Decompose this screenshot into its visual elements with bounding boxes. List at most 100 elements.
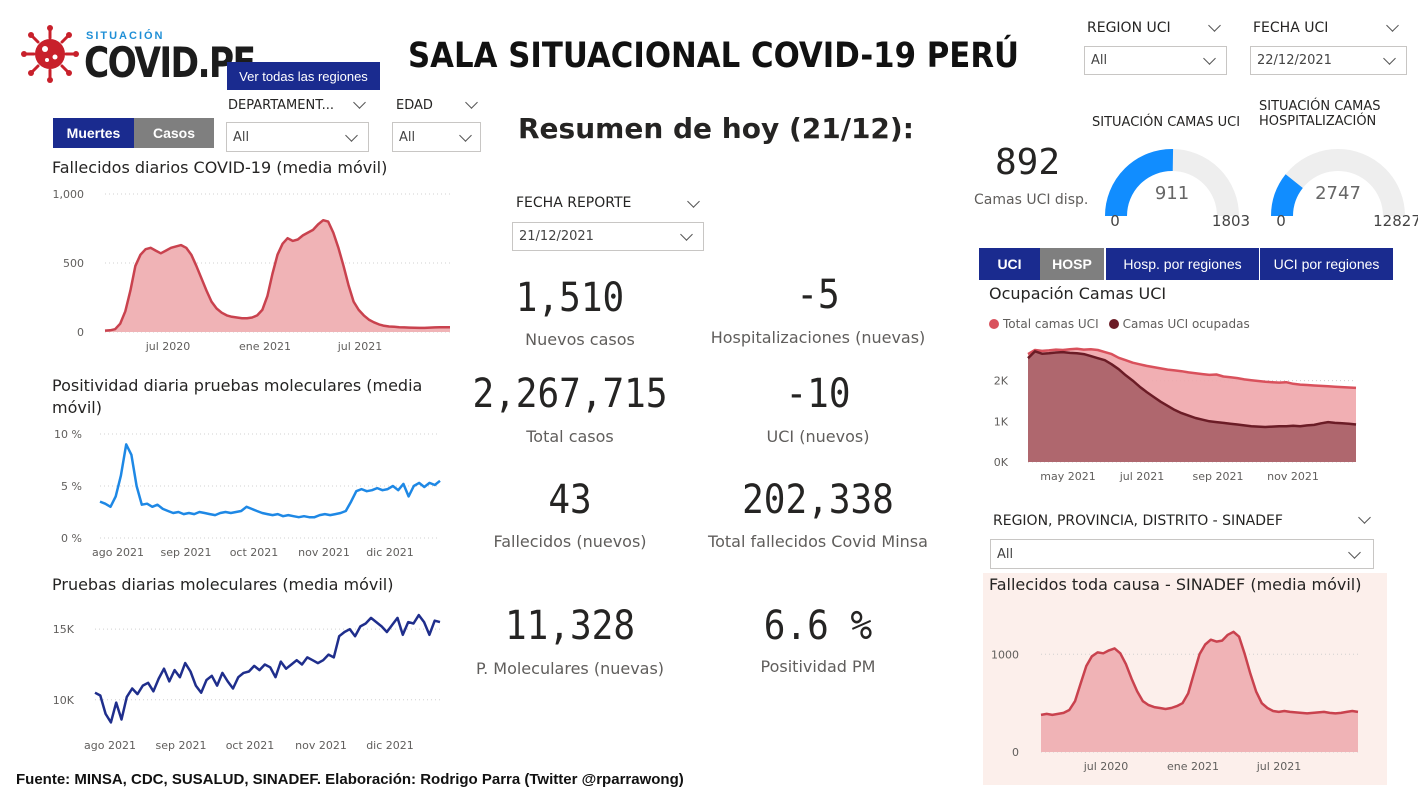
series-area — [1041, 631, 1358, 752]
uci-toggle-button[interactable]: UCI — [979, 248, 1040, 280]
tests-line-chart: 15K 10K ago 2021 sep 2021 oct 2021 nov 2021 di… — [53, 613, 441, 752]
y-tick-label: 0K — [994, 456, 1009, 469]
kpi-label-total-fallecidos: Total fallecidos Covid Minsa — [708, 532, 928, 551]
y-tick-label: 5 % — [61, 480, 82, 493]
x-tick-label: jul 2020 — [1083, 760, 1129, 773]
fecha-reporte-filter-label: FECHA REPORTE — [516, 195, 632, 211]
kpi-value-hospitalizaciones: -5 — [796, 272, 840, 318]
legend-label-total: Total camas UCI — [1003, 317, 1099, 331]
x-tick-label: dic 2021 — [366, 739, 414, 752]
page-title: SALA SITUACIONAL COVID-19 PERÚ — [408, 36, 1020, 76]
departamento-filter-value: All — [233, 129, 250, 145]
gauge-max: 1803 — [1212, 212, 1250, 230]
fecha-reporte-filter-value: 21/12/2021 — [519, 229, 594, 244]
x-tick-label: nov 2021 — [298, 546, 350, 559]
edad-filter-select[interactable]: All — [392, 122, 481, 152]
sinadef-area-chart: 1000 0 jul 2020 ene 2021 jul 2021 — [991, 630, 1359, 773]
x-tick-label: oct 2021 — [226, 739, 275, 752]
x-tick-label: sep 2021 — [156, 739, 207, 752]
logo-subtitle: SITUACIÓN — [86, 30, 165, 42]
series-line — [1040, 630, 1359, 717]
chevron-down-icon[interactable] — [353, 96, 366, 109]
gauge-fill — [1105, 148, 1174, 217]
kpi-label-positividad: Positividad PM — [760, 657, 876, 676]
series-line — [104, 218, 451, 332]
departamento-filter-select[interactable]: All — [226, 122, 369, 152]
hosp-por-regiones-button[interactable]: Hosp. por regiones — [1106, 248, 1259, 280]
x-tick-label: nov 2021 — [1267, 470, 1319, 483]
chevron-down-icon — [459, 129, 472, 142]
gauge-value: 911 — [1155, 183, 1189, 204]
x-tick-label: jul 2020 — [145, 340, 191, 353]
sinadef-filter-value: All — [997, 546, 1014, 562]
kpi-value-moleculares: 11,328 — [504, 603, 636, 649]
deaths-area-chart: 1,000 500 0 jul 2020 ene 2021 jul 2021 — [53, 188, 451, 353]
y-tick-label: 1,000 — [53, 188, 85, 201]
legend-dot-occupied — [1108, 319, 1119, 329]
region-uci-filter-select[interactable]: All — [1084, 46, 1227, 75]
uci-beds-gauge: 911 0 1803 — [1105, 148, 1250, 230]
x-tick-label: ene 2021 — [239, 340, 291, 353]
uci-occupancy-chart-title: Ocupación Camas UCI — [989, 284, 1167, 303]
chevron-down-icon — [345, 129, 358, 142]
uci-gauge-title: SITUACIÓN CAMAS UCI — [1092, 115, 1241, 130]
gauge-max: 12827 — [1373, 212, 1418, 230]
edad-filter-label: EDAD — [396, 98, 433, 113]
chevron-down-icon — [1383, 52, 1396, 65]
kpi-value-positividad: 6.6 % — [763, 603, 873, 649]
x-tick-label: ene 2021 — [1167, 760, 1219, 773]
positivity-chart-title: Positividad diaria pruebas moleculares (… — [52, 376, 423, 417]
kpi-value-uci: -10 — [785, 371, 851, 417]
y-tick-label: 10 % — [54, 428, 82, 441]
fecha-reporte-filter-select[interactable]: 21/12/2021 — [512, 222, 704, 251]
hosp-gauge-title: SITUACIÓN CAMAS HOSPITALIZACIÓN — [1259, 99, 1381, 129]
series-area — [1028, 351, 1356, 462]
uci-occupancy-legend: Total camas UCI Camas UCI ocupadas — [989, 317, 1250, 331]
series-line — [1027, 347, 1357, 390]
kpi-label-fallecidos: Fallecidos (nuevos) — [493, 532, 647, 551]
y-tick-label: 0 — [1012, 746, 1019, 759]
chevron-down-icon[interactable] — [465, 96, 478, 109]
muertes-toggle-button[interactable]: Muertes — [53, 118, 134, 148]
x-tick-label: jul 2021 — [1119, 470, 1165, 483]
kpi-label-hospitalizaciones: Hospitalizaciones (nuevas) — [710, 328, 926, 347]
x-tick-label: ago 2021 — [84, 739, 136, 752]
chevron-down-icon — [1348, 546, 1361, 559]
casos-toggle-button[interactable]: Casos — [134, 118, 214, 148]
chevron-down-icon[interactable] — [687, 195, 700, 208]
legend-dot-total — [989, 319, 999, 329]
series-line — [99, 443, 441, 519]
y-tick-label: 0 % — [61, 532, 82, 545]
fecha-uci-filter-select[interactable]: 22/12/2021 — [1250, 46, 1407, 75]
series-area — [105, 220, 450, 332]
x-tick-label: jul 2021 — [337, 340, 383, 353]
fecha-uci-filter-label: FECHA UCI — [1253, 20, 1329, 36]
hosp-toggle-button[interactable]: HOSP — [1040, 248, 1104, 280]
kpi-value-fallecidos: 43 — [548, 477, 592, 523]
kpi-label-total-casos: Total casos — [526, 427, 614, 446]
deaths-chart-title: Fallecidos diarios COVID-19 (media móvil… — [52, 158, 388, 177]
sinadef-filter-select[interactable]: All — [990, 539, 1374, 569]
y-tick-label: 2K — [994, 375, 1009, 388]
chevron-down-icon[interactable] — [1208, 19, 1221, 32]
x-tick-label: may 2021 — [1040, 470, 1095, 483]
kpi-label-nuevos-casos: Nuevos casos — [525, 330, 635, 349]
kpi-label-uci: UCI (nuevos) — [766, 427, 870, 446]
gauge-min: 0 — [1276, 212, 1286, 230]
fecha-uci-filter-value: 22/12/2021 — [1257, 53, 1332, 68]
x-tick-label: jul 2021 — [1256, 760, 1302, 773]
uci-por-regiones-button[interactable]: UCI por regiones — [1260, 248, 1393, 280]
series-line — [94, 613, 441, 724]
y-tick-label: 1000 — [991, 648, 1019, 661]
tests-chart-title: Pruebas diarias moleculares (media móvil… — [52, 575, 394, 594]
chevron-down-icon[interactable] — [1358, 511, 1371, 524]
series-line — [1027, 350, 1357, 429]
kpi-value-total-fallecidos: 202,338 — [742, 477, 894, 523]
sinadef-filter-label: REGION, PROVINCIA, DISTRITO - SINADEF — [993, 513, 1283, 529]
x-tick-label: ago 2021 — [92, 546, 144, 559]
chevron-down-icon — [680, 228, 693, 241]
y-tick-label: 15K — [53, 623, 75, 636]
chevron-down-icon[interactable] — [1386, 19, 1399, 32]
all-regions-button[interactable]: Ver todas las regiones — [227, 62, 380, 90]
hosp-gauge-title-line1: SITUACIÓN CAMAS — [1259, 99, 1381, 114]
